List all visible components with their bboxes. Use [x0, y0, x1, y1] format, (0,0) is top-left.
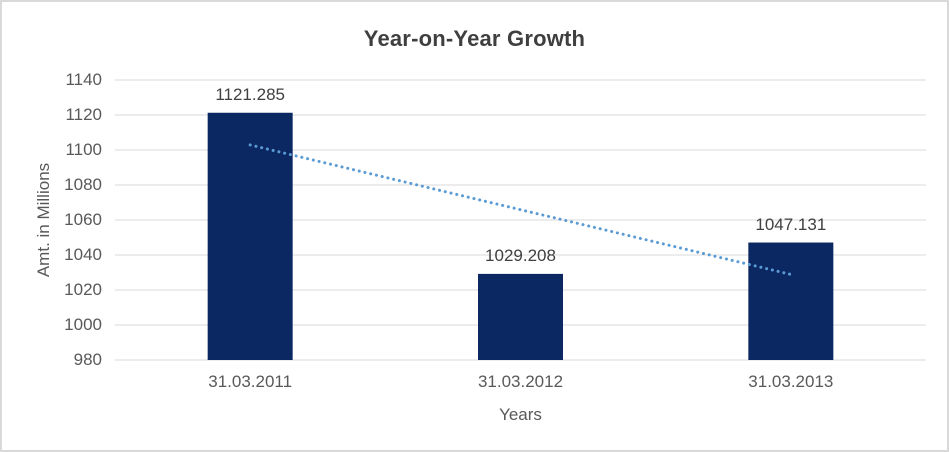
bar-value-label: 1047.131	[755, 214, 827, 234]
y-tick-label: 980	[73, 350, 102, 369]
bar	[478, 273, 563, 360]
y-tick-label: 1100	[65, 140, 102, 159]
x-axis-title: Years	[499, 405, 542, 424]
x-tick-label: 31.03.2011	[208, 372, 293, 391]
y-tick-label: 1040	[64, 245, 102, 264]
trendline	[248, 143, 793, 276]
bar	[748, 242, 834, 360]
y-tick-label: 1140	[65, 70, 102, 89]
x-tick-label: 31.03.2013	[748, 372, 834, 391]
y-tick-label: 1000	[64, 315, 102, 334]
bar-value-label: 1029.208	[485, 245, 556, 265]
chart-title: Year-on-Year Growth	[363, 26, 586, 51]
y-tick-label: 1080	[64, 175, 102, 194]
bar	[207, 112, 293, 360]
bar-value-label: 1121.285	[215, 84, 285, 104]
x-tick-label: 31.03.2012	[477, 372, 564, 391]
y-tick-label: 1120	[65, 105, 102, 124]
y-tick-label: 1020	[64, 280, 102, 299]
y-tick-label: 1060	[64, 210, 102, 229]
